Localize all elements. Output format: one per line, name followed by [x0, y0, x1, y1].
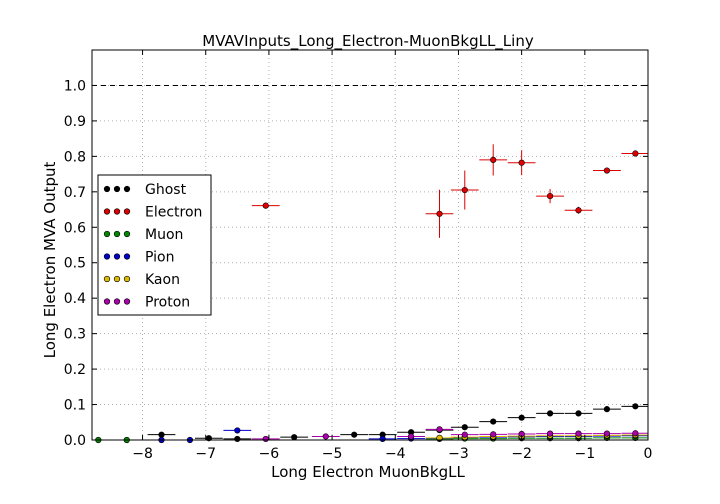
legend-label: Proton — [145, 295, 190, 311]
data-point — [546, 430, 554, 437]
data-point — [632, 430, 639, 437]
y-tick-label: 0.4 — [64, 291, 86, 307]
data-point — [461, 186, 468, 194]
legend-marker — [103, 208, 111, 215]
data-point — [262, 435, 269, 443]
data-point — [461, 424, 468, 431]
y-tick-label: 1.0 — [64, 78, 86, 94]
x-tick-label: −3 — [448, 446, 469, 462]
legend-marker — [103, 185, 111, 193]
y-tick-label: 0.6 — [64, 220, 86, 236]
legend-marker — [123, 185, 131, 193]
legend-marker — [103, 298, 111, 305]
y-tick-label: 0.9 — [64, 114, 86, 130]
plot-data — [92, 144, 648, 444]
data-point — [518, 414, 525, 421]
legend-marker — [113, 230, 121, 238]
series-electron — [251, 144, 648, 238]
y-tick-label: 0.5 — [64, 256, 86, 272]
legend-marker — [123, 253, 131, 260]
legend-marker — [113, 253, 121, 260]
legend-marker — [113, 298, 121, 305]
data-point — [262, 202, 269, 209]
legend-marker — [123, 275, 131, 283]
legend-marker — [103, 275, 111, 283]
series-proton — [251, 426, 648, 443]
legend-item-muon: Muon — [103, 227, 183, 243]
data-point — [436, 434, 443, 441]
legend-marker — [113, 275, 121, 283]
chart-title: MVAVInputs_Long_Electron-MuonBkgLL_Liny — [202, 32, 534, 51]
data-point — [490, 431, 497, 438]
data-point — [546, 192, 554, 200]
legend-item-proton: Proton — [103, 295, 190, 311]
x-tick-label: −1 — [574, 446, 595, 462]
legend-label: Ghost — [145, 182, 187, 198]
data-point — [490, 156, 497, 164]
data-point — [291, 434, 298, 441]
data-point — [632, 150, 639, 157]
y-tick-label: 0.1 — [64, 398, 86, 414]
legend-marker — [103, 253, 111, 260]
data-point — [158, 431, 165, 438]
legend-item-ghost: Ghost — [103, 182, 187, 198]
y-tick-label: 0.7 — [64, 185, 86, 201]
legend-marker — [123, 298, 131, 305]
legend-label: Pion — [145, 250, 174, 266]
legend-item-electron: Electron — [103, 205, 202, 221]
data-point — [436, 210, 443, 217]
x-tick-label: −4 — [385, 446, 406, 462]
data-point — [490, 418, 497, 425]
data-point — [575, 430, 582, 437]
data-point — [518, 159, 525, 166]
x-tick-label: −5 — [322, 446, 343, 462]
legend-item-kaon: Kaon — [103, 272, 180, 288]
legend-label: Muon — [145, 227, 183, 243]
legend-marker — [123, 208, 131, 215]
x-tick-label: 0 — [644, 446, 653, 462]
legend-marker — [113, 185, 121, 193]
data-point — [603, 430, 611, 437]
legend-marker — [103, 230, 111, 238]
data-point — [234, 427, 241, 434]
data-point — [575, 410, 582, 417]
axis-ticks: −8 −7 −6 −5 −4 −3 −2 −1 0 0.0 0.1 0.2 0.3 0.4 0.5 0.6 0.… — [64, 50, 653, 462]
x-axis-label: Long Electron MuonBkgLL — [271, 463, 465, 481]
y-tick-label: 0.0 — [64, 433, 86, 449]
data-point — [461, 431, 468, 438]
data-point — [234, 435, 241, 443]
legend-label: Kaon — [145, 272, 180, 288]
series-pion — [147, 427, 648, 444]
data-point — [546, 410, 554, 417]
data-point — [351, 431, 358, 438]
x-tick-label: −7 — [195, 446, 216, 462]
data-point — [322, 433, 329, 440]
x-tick-label: −8 — [132, 446, 153, 462]
legend-box — [97, 174, 212, 316]
legend-item-pion: Pion — [103, 250, 174, 266]
legend: Ghost Electron Muon Pion Kaon Proton — [97, 174, 212, 316]
y-tick-label: 0.3 — [64, 327, 86, 343]
x-tick-label: −6 — [259, 446, 280, 462]
legend-label: Electron — [145, 205, 202, 221]
y-tick-label: 0.2 — [64, 362, 86, 378]
data-point — [379, 435, 386, 443]
y-tick-label: 0.8 — [64, 149, 86, 165]
plot-frame — [91, 49, 649, 441]
data-point — [632, 403, 639, 410]
x-tick-label: −2 — [511, 446, 532, 462]
y-axis-label: Long Electron MVA Output — [41, 162, 59, 359]
data-point — [436, 426, 443, 433]
data-point — [603, 406, 611, 413]
data-point — [407, 433, 415, 440]
data-point — [603, 167, 611, 174]
series-ghost — [147, 403, 648, 443]
legend-marker — [113, 208, 121, 215]
legend-marker — [123, 230, 131, 238]
data-point — [575, 207, 582, 214]
